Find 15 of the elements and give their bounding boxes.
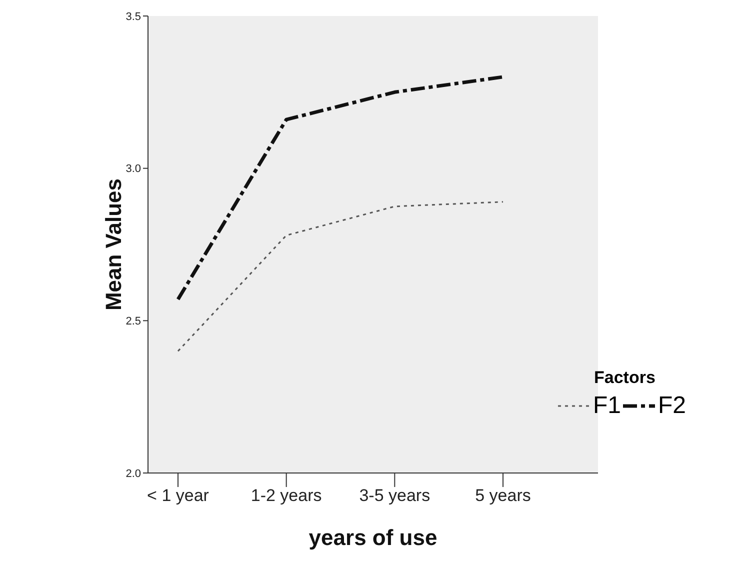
x-tick-label: 5 years xyxy=(475,486,531,506)
x-tick-label: 3-5 years xyxy=(359,486,430,506)
line-series xyxy=(177,201,504,352)
legend-label: F1 xyxy=(593,392,622,420)
line-series xyxy=(176,75,505,302)
y-tick-label: 2.0 xyxy=(126,468,141,480)
y-axis-title: Mean Values xyxy=(100,178,126,311)
x-tick-label: < 1 year xyxy=(147,486,210,506)
y-tick-label: 2.5 xyxy=(126,316,141,328)
x-tick-label: 1-2 years xyxy=(250,486,322,506)
y-tick-label: 3.0 xyxy=(126,163,141,176)
legend-label: F2 xyxy=(658,392,686,420)
x-axis-title: years of use xyxy=(308,525,438,550)
y-tick-label: 3.5 xyxy=(126,10,141,23)
legend-title: Factors xyxy=(594,368,656,388)
